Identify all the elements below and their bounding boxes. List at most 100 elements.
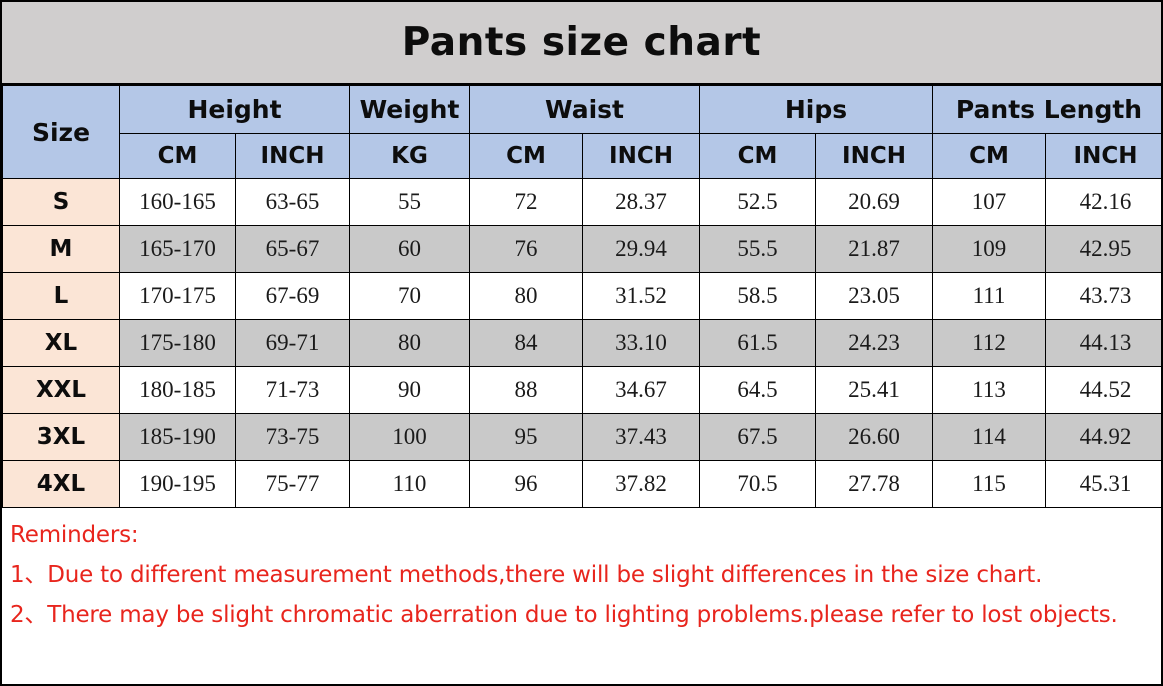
cell: 33.10 <box>582 319 700 367</box>
cell: 34.67 <box>582 366 700 414</box>
row-header-size: 4XL <box>2 460 120 508</box>
cell: 95 <box>469 413 583 461</box>
cell: 67-69 <box>235 272 350 320</box>
cell: 31.52 <box>582 272 700 320</box>
cell: 60 <box>349 225 470 273</box>
cell: 71-73 <box>235 366 350 414</box>
cell: 170-175 <box>119 272 236 320</box>
table-row: 3XL 185-190 73-75 100 95 37.43 67.5 26.60 114 44.… <box>2 413 1161 461</box>
cell: 45.31 <box>1045 460 1161 508</box>
row-header-size: 3XL <box>2 413 120 461</box>
cell: 21.87 <box>815 225 933 273</box>
cell: 73-75 <box>235 413 350 461</box>
cell: 76 <box>469 225 583 273</box>
cell: 112 <box>932 319 1046 367</box>
col-header-hips: Hips <box>699 85 933 134</box>
cell: 80 <box>349 319 470 367</box>
table-row: M 165-170 65-67 60 76 29.94 55.5 21.87 109 42.95 <box>2 225 1161 273</box>
reminders-section: Reminders: 1、Due to different measuremen… <box>2 508 1161 635</box>
cell: 29.94 <box>582 225 700 273</box>
table-row: S 160-165 63-65 55 72 28.37 52.5 20.69 107 42.16 <box>2 178 1161 226</box>
cell: 114 <box>932 413 1046 461</box>
cell: 70.5 <box>699 460 816 508</box>
cell: 27.78 <box>815 460 933 508</box>
row-header-size: XXL <box>2 366 120 414</box>
cell: 88 <box>469 366 583 414</box>
header-sub-row: CM INCH KG CM INCH CM INCH CM INCH <box>3 133 1161 179</box>
cell: 65-67 <box>235 225 350 273</box>
table-row: XL 175-180 69-71 80 84 33.10 61.5 24.23 112 44.13 <box>2 319 1161 367</box>
sub-header-height-cm: CM <box>119 133 236 179</box>
table-header: Size Height Weight Waist Hips Pants Leng… <box>2 85 1161 179</box>
cell: 80 <box>469 272 583 320</box>
title-bar: Pants size chart <box>2 2 1161 85</box>
cell: 64.5 <box>699 366 816 414</box>
cell: 111 <box>932 272 1046 320</box>
table-body: S 160-165 63-65 55 72 28.37 52.5 20.69 107 42.16 M… <box>2 178 1161 508</box>
cell: 109 <box>932 225 1046 273</box>
sub-header-waist-inch: INCH <box>582 133 700 179</box>
row-header-size: M <box>2 225 120 273</box>
col-header-weight: Weight <box>349 85 470 134</box>
table-row: XXL 180-185 71-73 90 88 34.67 64.5 25.41 113 44.5… <box>2 366 1161 414</box>
row-header-size: L <box>2 272 120 320</box>
cell: 28.37 <box>582 178 700 226</box>
reminder-item-1: 1、Due to different measurement methods,t… <box>10 562 1043 588</box>
col-header-waist: Waist <box>469 85 700 134</box>
cell: 25.41 <box>815 366 933 414</box>
cell: 52.5 <box>699 178 816 226</box>
cell: 100 <box>349 413 470 461</box>
cell: 67.5 <box>699 413 816 461</box>
cell: 72 <box>469 178 583 226</box>
cell: 42.95 <box>1045 225 1161 273</box>
cell: 113 <box>932 366 1046 414</box>
cell: 37.43 <box>582 413 700 461</box>
cell: 20.69 <box>815 178 933 226</box>
cell: 26.60 <box>815 413 933 461</box>
sub-header-height-inch: INCH <box>235 133 350 179</box>
table-row: L 170-175 67-69 70 80 31.52 58.5 23.05 111 43.73 <box>2 272 1161 320</box>
col-header-height: Height <box>119 85 350 134</box>
cell: 90 <box>349 366 470 414</box>
size-table: Size Height Weight Waist Hips Pants Leng… <box>2 85 1161 508</box>
cell: 75-77 <box>235 460 350 508</box>
row-header-size: S <box>2 178 120 226</box>
cell: 55 <box>349 178 470 226</box>
sub-header-hips-cm: CM <box>699 133 816 179</box>
cell: 175-180 <box>119 319 236 367</box>
table-row: 4XL 190-195 75-77 110 96 37.82 70.5 27.78 115 45.… <box>2 460 1161 508</box>
reminders-heading: Reminders: <box>10 522 139 548</box>
col-header-pants-length: Pants Length <box>932 85 1161 134</box>
row-header-size: XL <box>2 319 120 367</box>
cell: 115 <box>932 460 1046 508</box>
cell: 44.13 <box>1045 319 1161 367</box>
cell: 42.16 <box>1045 178 1161 226</box>
cell: 180-185 <box>119 366 236 414</box>
cell: 55.5 <box>699 225 816 273</box>
cell: 37.82 <box>582 460 700 508</box>
cell: 69-71 <box>235 319 350 367</box>
sub-header-pants-cm: CM <box>932 133 1046 179</box>
cell: 63-65 <box>235 178 350 226</box>
cell: 61.5 <box>699 319 816 367</box>
sub-header-hips-inch: INCH <box>815 133 933 179</box>
cell: 70 <box>349 272 470 320</box>
cell: 110 <box>349 460 470 508</box>
cell: 84 <box>469 319 583 367</box>
sub-header-weight-kg: KG <box>349 133 470 179</box>
header-group-row: Size Height Weight Waist Hips Pants Leng… <box>2 85 1161 179</box>
cell: 160-165 <box>119 178 236 226</box>
cell: 107 <box>932 178 1046 226</box>
cell: 58.5 <box>699 272 816 320</box>
cell: 190-195 <box>119 460 236 508</box>
cell: 44.92 <box>1045 413 1161 461</box>
sub-header-waist-cm: CM <box>469 133 583 179</box>
cell: 185-190 <box>119 413 236 461</box>
cell: 96 <box>469 460 583 508</box>
cell: 165-170 <box>119 225 236 273</box>
page-title: Pants size chart <box>401 20 762 65</box>
cell: 44.52 <box>1045 366 1161 414</box>
sub-header-pants-inch: INCH <box>1045 133 1161 179</box>
col-header-size: Size <box>2 85 120 179</box>
